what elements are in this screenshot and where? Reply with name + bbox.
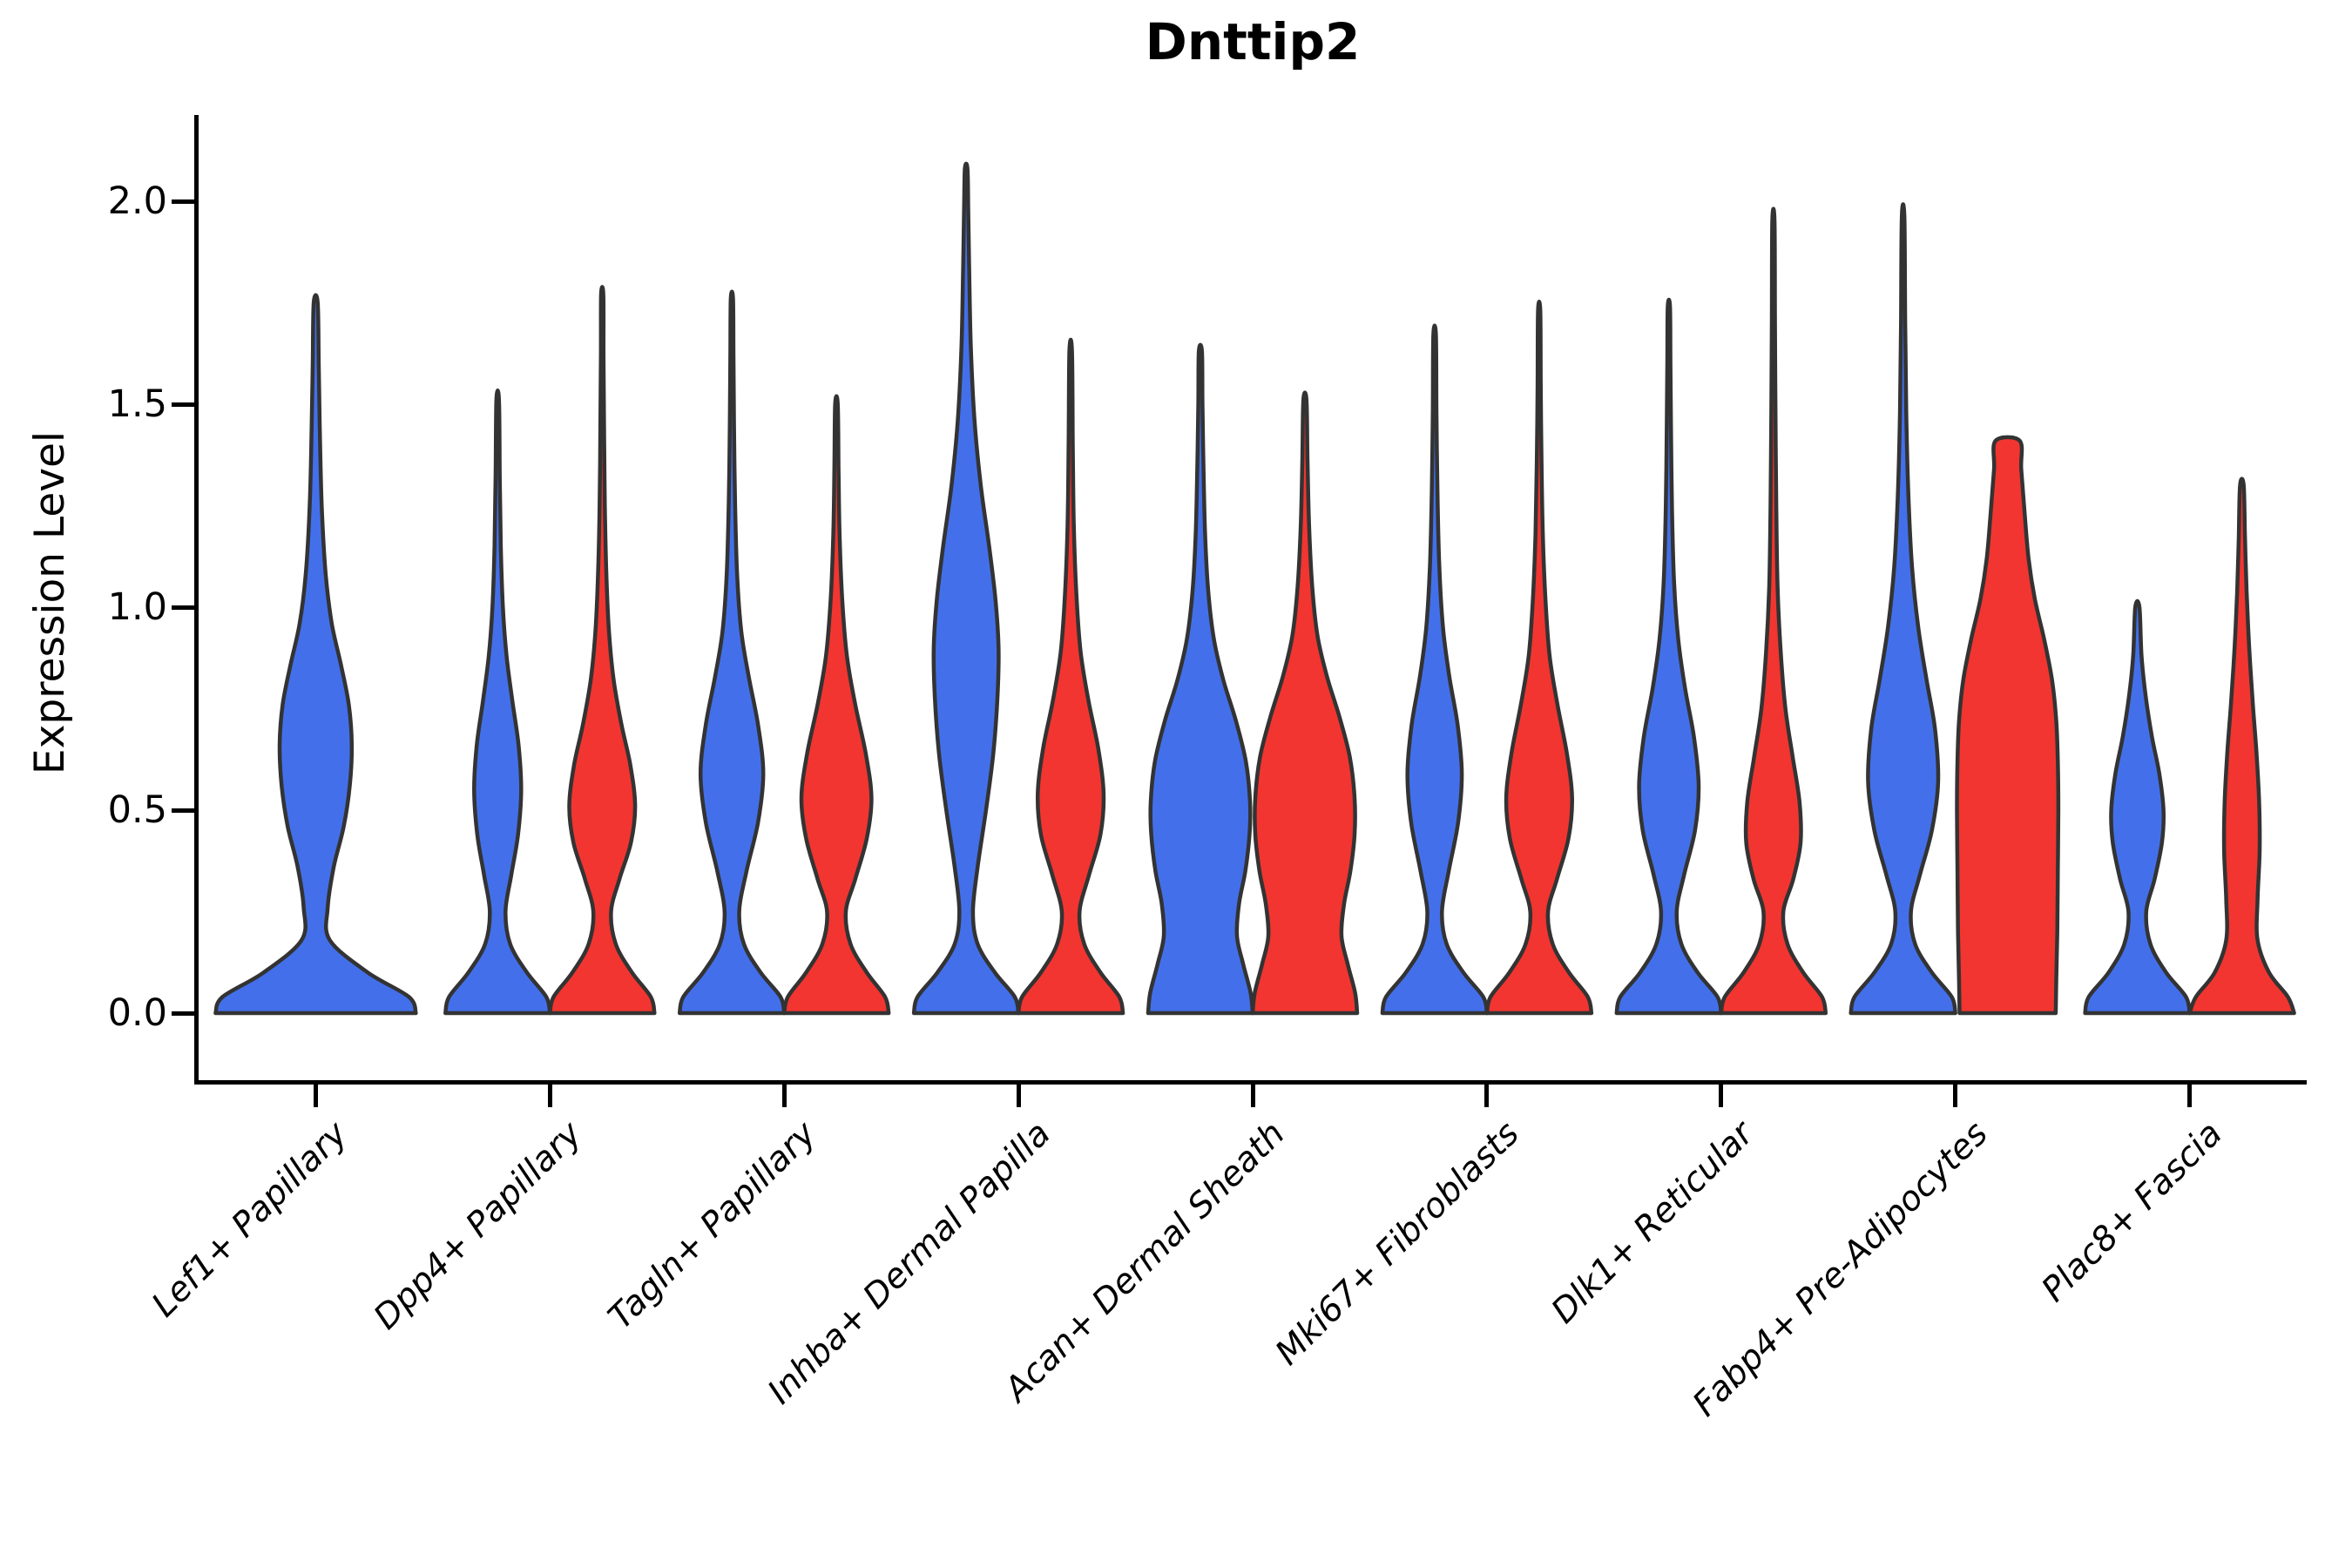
violin-dpp4-papillary-red: [548, 285, 657, 1016]
y-tick-mark: [172, 605, 194, 610]
x-tick-mark: [781, 1085, 787, 1107]
violin-inhba-dermal-papilla-red: [1016, 337, 1125, 1016]
chart-title: Dnttip2: [1145, 12, 1361, 71]
y-tick-label: 1.0: [107, 585, 167, 629]
y-tick-mark: [172, 1010, 194, 1016]
x-tick-mark: [1484, 1085, 1490, 1107]
y-tick-label: 0.5: [107, 788, 167, 832]
y-tick-mark: [172, 402, 194, 407]
x-tick-mark: [1719, 1085, 1724, 1107]
x-tick-mark: [1016, 1085, 1021, 1107]
violin-inhba-dermal-papilla-blue: [911, 161, 1021, 1016]
y-tick-mark: [172, 199, 194, 204]
violin-plac8-fascia-blue: [2083, 598, 2192, 1016]
y-tick-label: 0.0: [107, 991, 167, 1035]
violin-lef1-papillary-blue: [213, 293, 418, 1016]
y-tick-mark: [172, 808, 194, 813]
violin-fabp4-pre-adipocytes-blue: [1848, 202, 1957, 1016]
y-axis-spine: [194, 115, 199, 1085]
violin-acan-dermal-sheath-red: [1250, 390, 1360, 1016]
violin-mki67-fibroblasts-blue: [1380, 323, 1490, 1016]
x-tick-mark: [313, 1085, 318, 1107]
violin-tagln-papillary-red: [781, 394, 891, 1016]
y-tick-label: 2.0: [107, 179, 167, 223]
violin-dlk1-reticular-red: [1719, 206, 1828, 1016]
violin-acan-dermal-sheath-blue: [1146, 342, 1255, 1016]
violin-plac8-fascia-red: [2187, 476, 2296, 1016]
x-tick-mark: [1953, 1085, 1958, 1107]
y-tick-label: 1.5: [107, 382, 167, 426]
violin-dpp4-papillary-blue: [443, 389, 552, 1016]
violin-tagln-papillary-blue: [677, 289, 787, 1016]
x-tick-mark: [547, 1085, 552, 1107]
x-axis-spine: [194, 1080, 2307, 1085]
x-tick-mark: [2187, 1085, 2193, 1107]
violin-mki67-fibroblasts-red: [1484, 300, 1594, 1016]
violin-dlk1-reticular-blue: [1614, 297, 1724, 1016]
x-tick-mark: [1250, 1085, 1255, 1107]
violin-fabp4-pre-adipocytes-red: [1955, 435, 2061, 1016]
